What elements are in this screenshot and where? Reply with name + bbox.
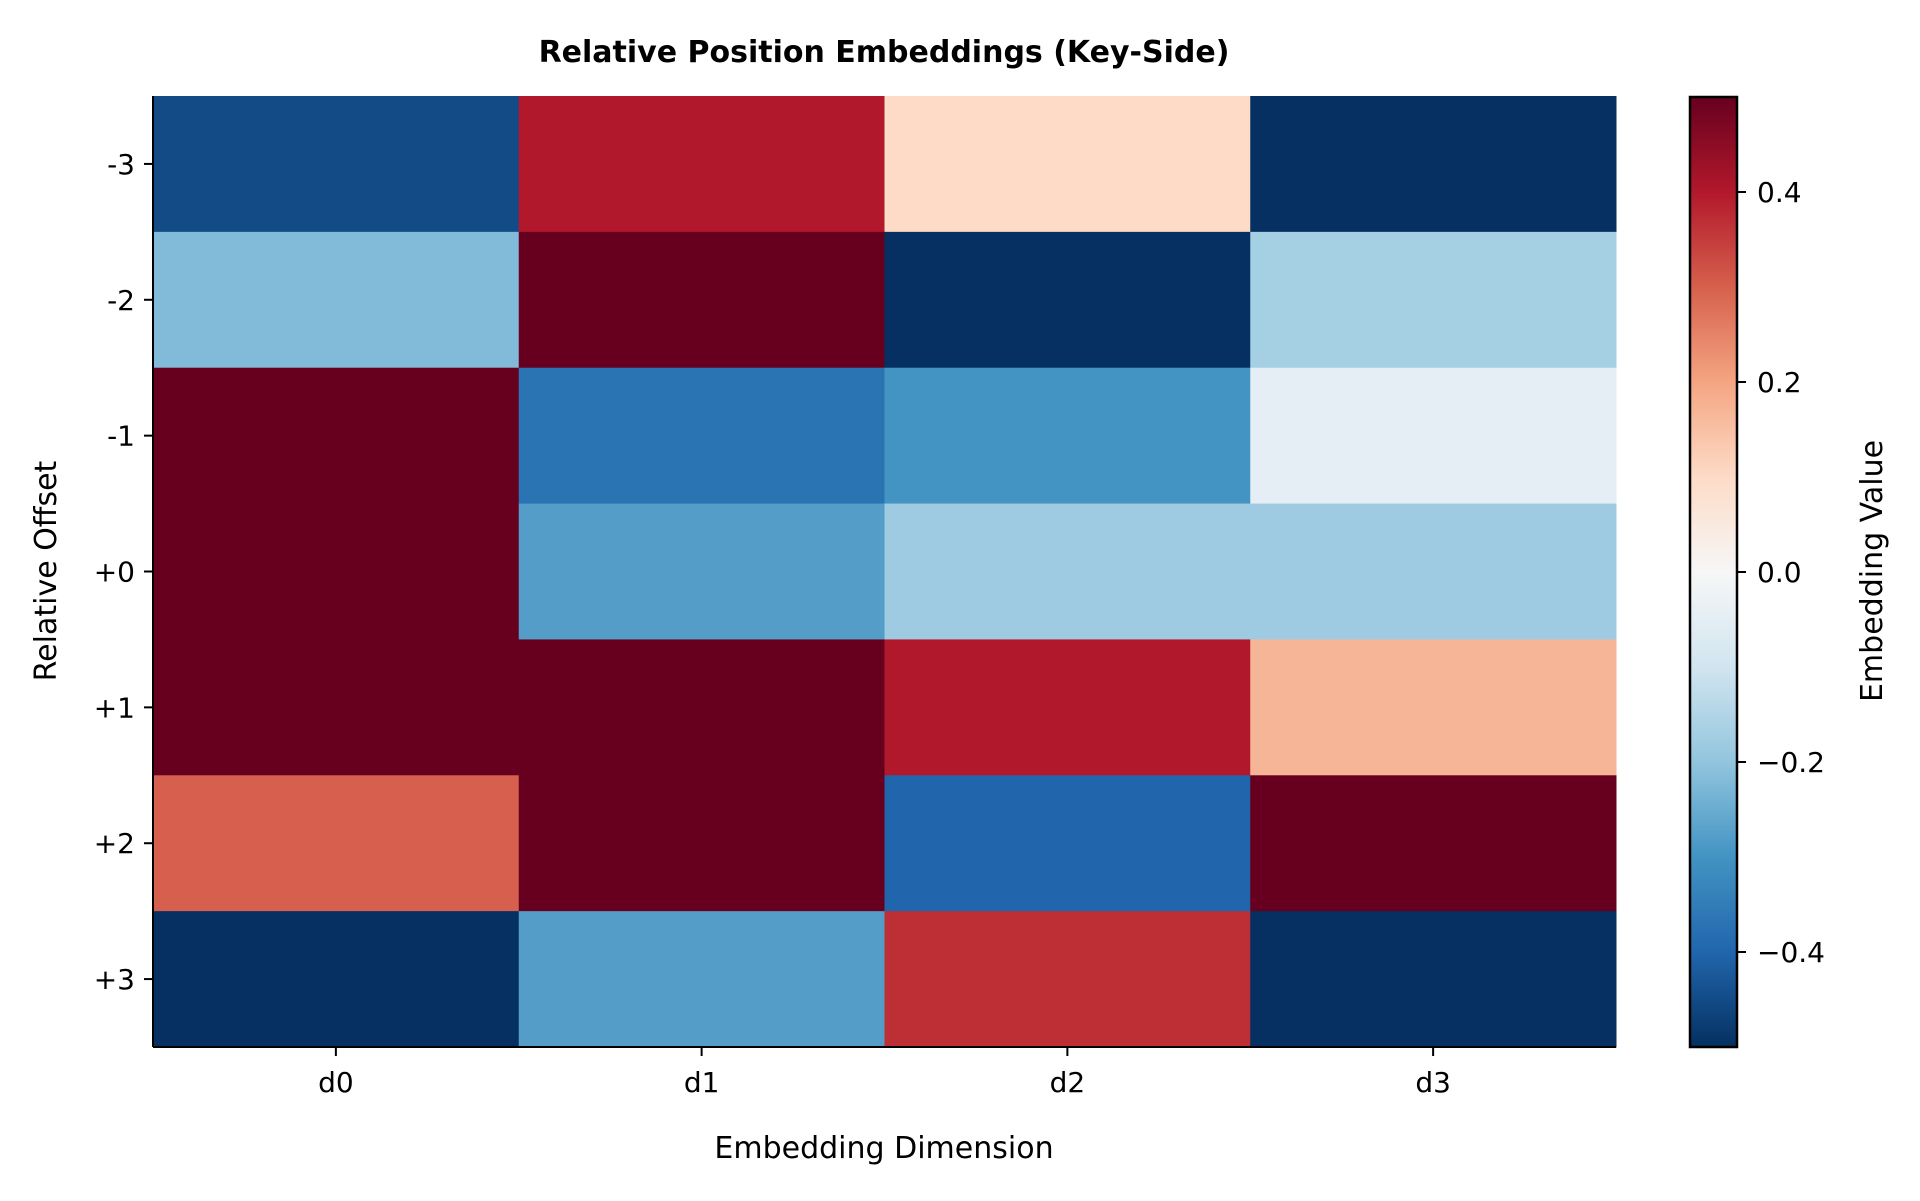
cell-+1-d2 xyxy=(884,639,1251,776)
x-axis-ticks: d0 d1 d2 d3 xyxy=(318,1047,1451,1099)
cell-+0-d3 xyxy=(1250,503,1617,640)
cell--3-d0 xyxy=(153,96,520,233)
cell-+0-d1 xyxy=(518,503,885,640)
colorbar-ticks: 0.4 0.2 0.0 −0.2 −0.4 xyxy=(1737,176,1825,969)
y-axis-label: Relative Offset xyxy=(29,460,64,681)
cell-+2-d1 xyxy=(518,775,885,912)
x-tick-label: d3 xyxy=(1415,1066,1451,1099)
y-tick-label: +1 xyxy=(94,691,135,724)
colorbar-tick-label: −0.4 xyxy=(1757,936,1825,969)
cell-+3-d2 xyxy=(884,911,1251,1048)
y-axis-ticks: -3 -2 -1 +0 +1 +2 +3 xyxy=(94,148,153,996)
cell--1-d0 xyxy=(153,367,520,505)
colorbar-tick-label: −0.2 xyxy=(1757,746,1825,779)
cell-+3-d0 xyxy=(153,911,520,1048)
heatmap-cells xyxy=(153,96,1617,1048)
cell--3-d1 xyxy=(518,96,885,233)
cell--1-d3 xyxy=(1250,367,1617,505)
cell-+0-d2 xyxy=(884,503,1251,640)
x-tick-label: d2 xyxy=(1050,1066,1086,1099)
x-axis-label: Embedding Dimension xyxy=(714,1131,1053,1166)
cell-+1-d1 xyxy=(518,639,885,776)
y-tick-label: -2 xyxy=(107,284,135,317)
colorbar-tick-label: 0.4 xyxy=(1757,176,1802,209)
x-tick-label: d1 xyxy=(684,1066,720,1099)
y-tick-label: +0 xyxy=(94,556,135,589)
cell-+3-d3 xyxy=(1250,911,1617,1048)
cell-+2-d3 xyxy=(1250,775,1617,912)
chart-title: Relative Position Embeddings (Key-Side) xyxy=(539,35,1230,70)
y-tick-label: +3 xyxy=(94,963,135,996)
cell-+1-d0 xyxy=(153,639,520,776)
cell--1-d1 xyxy=(518,367,885,505)
cell--2-d1 xyxy=(518,231,885,369)
cell-+2-d2 xyxy=(884,775,1251,912)
cell-+0-d0 xyxy=(153,503,520,640)
colorbar-tick-label: 0.2 xyxy=(1757,366,1802,399)
cell--1-d2 xyxy=(884,367,1251,505)
x-tick-label: d0 xyxy=(318,1066,354,1099)
y-tick-label: -1 xyxy=(107,420,135,453)
cell-+2-d0 xyxy=(153,775,520,912)
colorbar-tick-label: 0.0 xyxy=(1757,556,1802,589)
cell--2-d0 xyxy=(153,231,520,369)
cell-+1-d3 xyxy=(1250,639,1617,776)
cell-+3-d1 xyxy=(518,911,885,1048)
cell--2-d2 xyxy=(884,231,1251,369)
colorbar-label: Embedding Value xyxy=(1855,440,1890,702)
colorbar xyxy=(1688,95,1739,1049)
cell--3-d3 xyxy=(1250,96,1617,233)
cell--2-d3 xyxy=(1250,231,1617,369)
cell--3-d2 xyxy=(884,96,1251,233)
y-tick-label: -3 xyxy=(107,148,135,181)
y-tick-label: +2 xyxy=(94,827,135,860)
